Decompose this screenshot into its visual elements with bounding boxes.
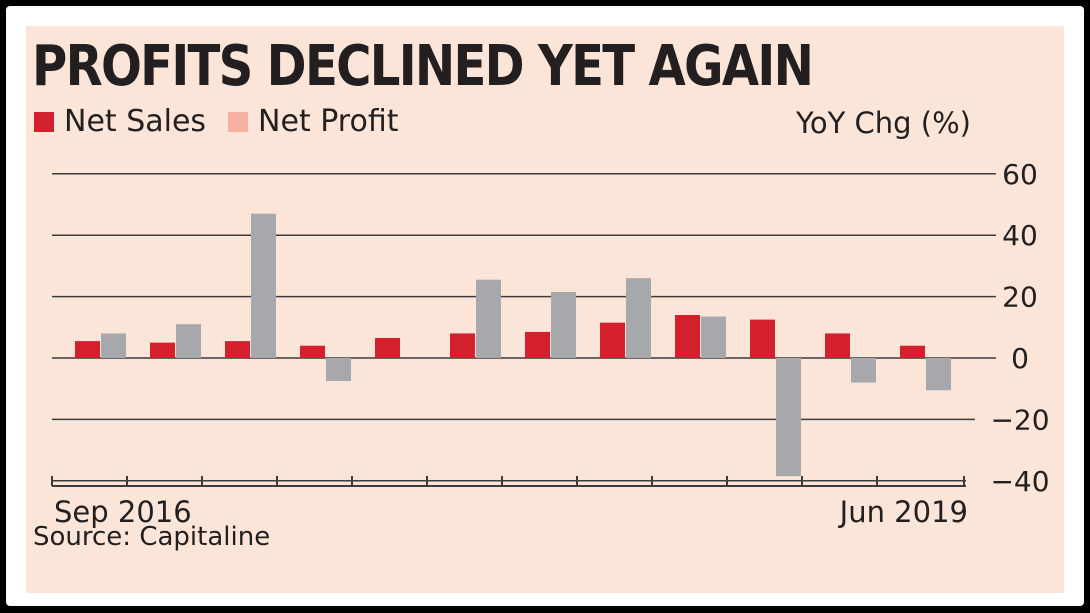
bar-net-sales	[300, 345, 325, 358]
bar-net-sales	[525, 331, 550, 358]
bar-net-sales	[900, 345, 925, 358]
bar-net-sales	[600, 322, 625, 358]
bar-net-sales	[825, 333, 850, 358]
bar-net-profit	[476, 279, 501, 358]
bar-net-profit	[851, 358, 876, 383]
bar-net-profit	[326, 358, 351, 382]
bar-net-profit	[926, 358, 951, 391]
x-label-end: Jun 2019	[838, 495, 968, 529]
y-tick-label: 60	[1002, 158, 1038, 191]
legend-label-net-sales: Net Sales	[64, 104, 207, 139]
x-label-start: Sep 2016	[54, 495, 192, 529]
bar-net-sales	[675, 315, 700, 358]
bar-net-profit	[101, 333, 126, 358]
bar-net-sales	[75, 341, 100, 358]
bar-net-sales	[150, 342, 175, 358]
bar-net-profit	[551, 291, 576, 358]
bar-net-profit	[626, 278, 651, 358]
bar-net-profit	[251, 213, 276, 358]
y-tick-label: 0	[1011, 342, 1029, 375]
bar-net-profit	[776, 358, 801, 477]
legend-swatch-net-profit	[228, 111, 249, 132]
y-tick-label: 40	[1002, 219, 1038, 252]
y-axis-label: YoY Chg (%)	[796, 106, 971, 140]
legend-swatch-net-sales	[34, 111, 54, 132]
frame	[6, 6, 1084, 606]
bar-net-sales	[450, 333, 475, 358]
y-tick-label: −40	[990, 465, 1049, 498]
y-tick-label: −20	[990, 403, 1049, 436]
bar-net-profit	[176, 324, 201, 358]
legend-item-net-sales: Net Sales	[34, 104, 206, 139]
chart-title: PROFITS DECLINED YET AGAIN	[32, 34, 814, 99]
source-note: Source: Capitaline	[33, 522, 271, 552]
bar-net-sales	[750, 319, 775, 358]
legend-label-net-profit: Net Profit	[258, 104, 399, 139]
y-tick-label: 20	[1002, 281, 1038, 314]
bar-net-profit	[701, 316, 726, 358]
chart-panel	[26, 26, 1064, 593]
legend: Net Sales Net Profit	[34, 104, 421, 139]
bar-net-sales	[225, 341, 250, 358]
bar-net-sales	[375, 338, 400, 358]
legend-item-net-profit: Net Profit	[228, 104, 399, 139]
